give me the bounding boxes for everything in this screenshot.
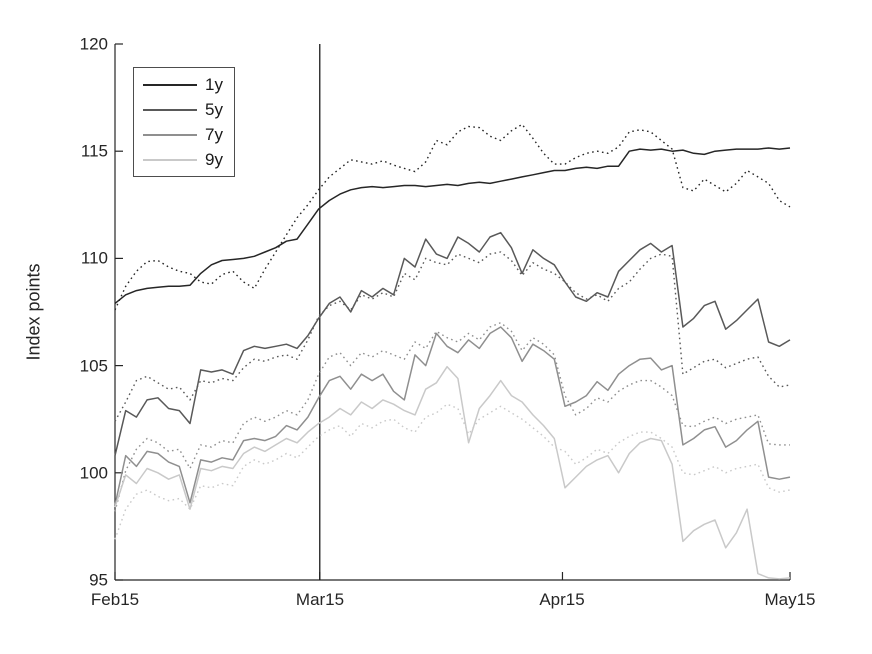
legend-label-7y: 7y	[205, 125, 223, 144]
series-5y-dotted	[114, 251, 791, 422]
legend-row-1y: 1y	[134, 73, 234, 97]
legend-line-sample-9y	[143, 158, 197, 161]
x-tick-label-apr15: Apr15	[539, 590, 585, 609]
x-tick-label-feb15: Feb15	[90, 590, 140, 609]
x-tick-label-may15: May15	[764, 590, 816, 609]
y-tick-label-100: 100	[79, 463, 108, 483]
legend-label-9y: 9y	[205, 150, 223, 169]
legend-row-9y: 9y	[134, 148, 234, 172]
legend-line-sample-5y	[143, 108, 197, 111]
y-axis-title: Index points	[23, 263, 44, 361]
y-tick-label-120: 120	[79, 34, 108, 54]
legend-line-sample-7y	[143, 133, 197, 136]
series-5y	[114, 231, 791, 456]
series-9y-dotted	[114, 403, 791, 540]
y-tick-label-110: 110	[80, 248, 108, 268]
series-1y	[114, 147, 791, 304]
legend-row-7y: 7y	[134, 123, 234, 147]
legend-label-5y: 5y	[205, 100, 223, 119]
y-tick-label-105: 105	[79, 356, 108, 376]
series-9y	[114, 365, 791, 580]
x-tick-label-mar15: Mar15	[295, 590, 345, 609]
legend-row-5y: 5y	[134, 98, 234, 122]
series-1y-dotted	[114, 123, 791, 311]
legend-line-sample-1y	[143, 83, 197, 86]
series-7y-dotted	[114, 322, 790, 512]
legend-label-1y: 1y	[205, 75, 223, 94]
legend: 1y 5y 7y 9y	[133, 67, 235, 177]
y-tick-label-115: 115	[80, 141, 108, 161]
series-7y	[114, 326, 791, 506]
y-tick-label-95: 95	[89, 570, 108, 590]
